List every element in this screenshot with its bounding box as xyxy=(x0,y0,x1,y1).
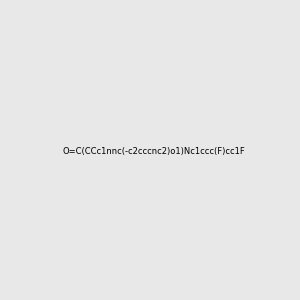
Text: O=C(CCc1nnc(-c2cccnc2)o1)Nc1ccc(F)cc1F: O=C(CCc1nnc(-c2cccnc2)o1)Nc1ccc(F)cc1F xyxy=(62,147,245,156)
